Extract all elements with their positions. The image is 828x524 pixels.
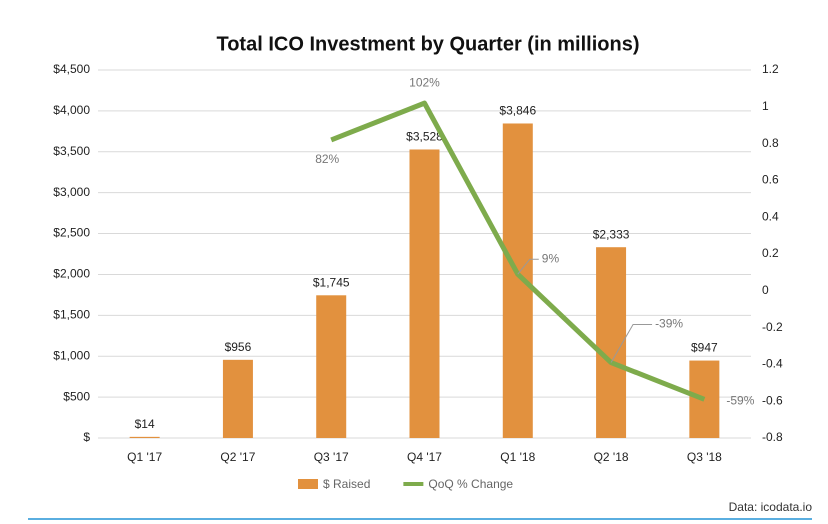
bar-value-label: $956 [225, 340, 252, 354]
y2-tick-label: -0.8 [762, 430, 783, 444]
legend-label: $ Raised [323, 477, 370, 491]
line-value-label: 102% [409, 75, 440, 89]
y2-tick-label: 0.4 [762, 209, 779, 223]
bar-value-label: $14 [135, 417, 155, 431]
line-value-label: -39% [655, 317, 683, 331]
y2-tick-label: 0.6 [762, 173, 779, 187]
y-tick-label: $500 [63, 389, 90, 403]
y2-tick-label: 1.2 [762, 62, 779, 76]
y2-tick-label: -0.4 [762, 357, 783, 371]
y2-tick-label: 1 [762, 99, 769, 113]
bar-value-label: $3,528 [406, 130, 443, 144]
y-tick-label: $3,000 [53, 185, 90, 199]
y-tick-label: $1,500 [53, 308, 90, 322]
leader-line [517, 258, 539, 275]
y2-tick-label: -0.2 [762, 320, 783, 334]
x-tick-label: Q1 '18 [500, 450, 535, 464]
y2-tick-label: 0.2 [762, 246, 779, 260]
y-tick-label: $ [83, 430, 90, 444]
x-tick-label: Q3 '17 [314, 450, 349, 464]
x-tick-label: Q2 '18 [594, 450, 629, 464]
bar-value-label: $2,333 [593, 227, 630, 241]
x-tick-label: Q2 '17 [220, 450, 255, 464]
bar [409, 149, 440, 438]
line-value-label: 82% [315, 152, 339, 166]
y-tick-label: $4,000 [53, 103, 90, 117]
source-note: Data: icodata.io [729, 500, 813, 514]
x-tick-label: Q4 '17 [407, 450, 442, 464]
bar-value-label: $3,846 [499, 104, 536, 118]
y-tick-label: $3,500 [53, 144, 90, 158]
legend-swatch [298, 479, 318, 489]
x-tick-label: Q3 '18 [687, 450, 722, 464]
y2-tick-label: 0.8 [762, 136, 779, 150]
legend-label: QoQ % Change [428, 477, 513, 491]
chart-title: Total ICO Investment by Quarter (in mill… [216, 33, 639, 55]
y-tick-label: $4,500 [53, 62, 90, 76]
y-tick-label: $2,500 [53, 226, 90, 240]
bar [222, 359, 253, 438]
bar-value-label: $1,745 [313, 275, 350, 289]
leader-line [610, 324, 653, 363]
bar-value-label: $947 [691, 341, 718, 355]
y2-tick-label: 0 [762, 283, 769, 297]
bar [316, 295, 347, 438]
y-tick-label: $1,000 [53, 348, 90, 362]
y2-tick-label: -0.6 [762, 393, 783, 407]
x-tick-label: Q1 '17 [127, 450, 162, 464]
line-value-label: 9% [542, 251, 560, 265]
bar [129, 436, 160, 438]
bar [596, 247, 627, 438]
line-value-label: -59% [726, 394, 754, 408]
y-tick-label: $2,000 [53, 267, 90, 281]
